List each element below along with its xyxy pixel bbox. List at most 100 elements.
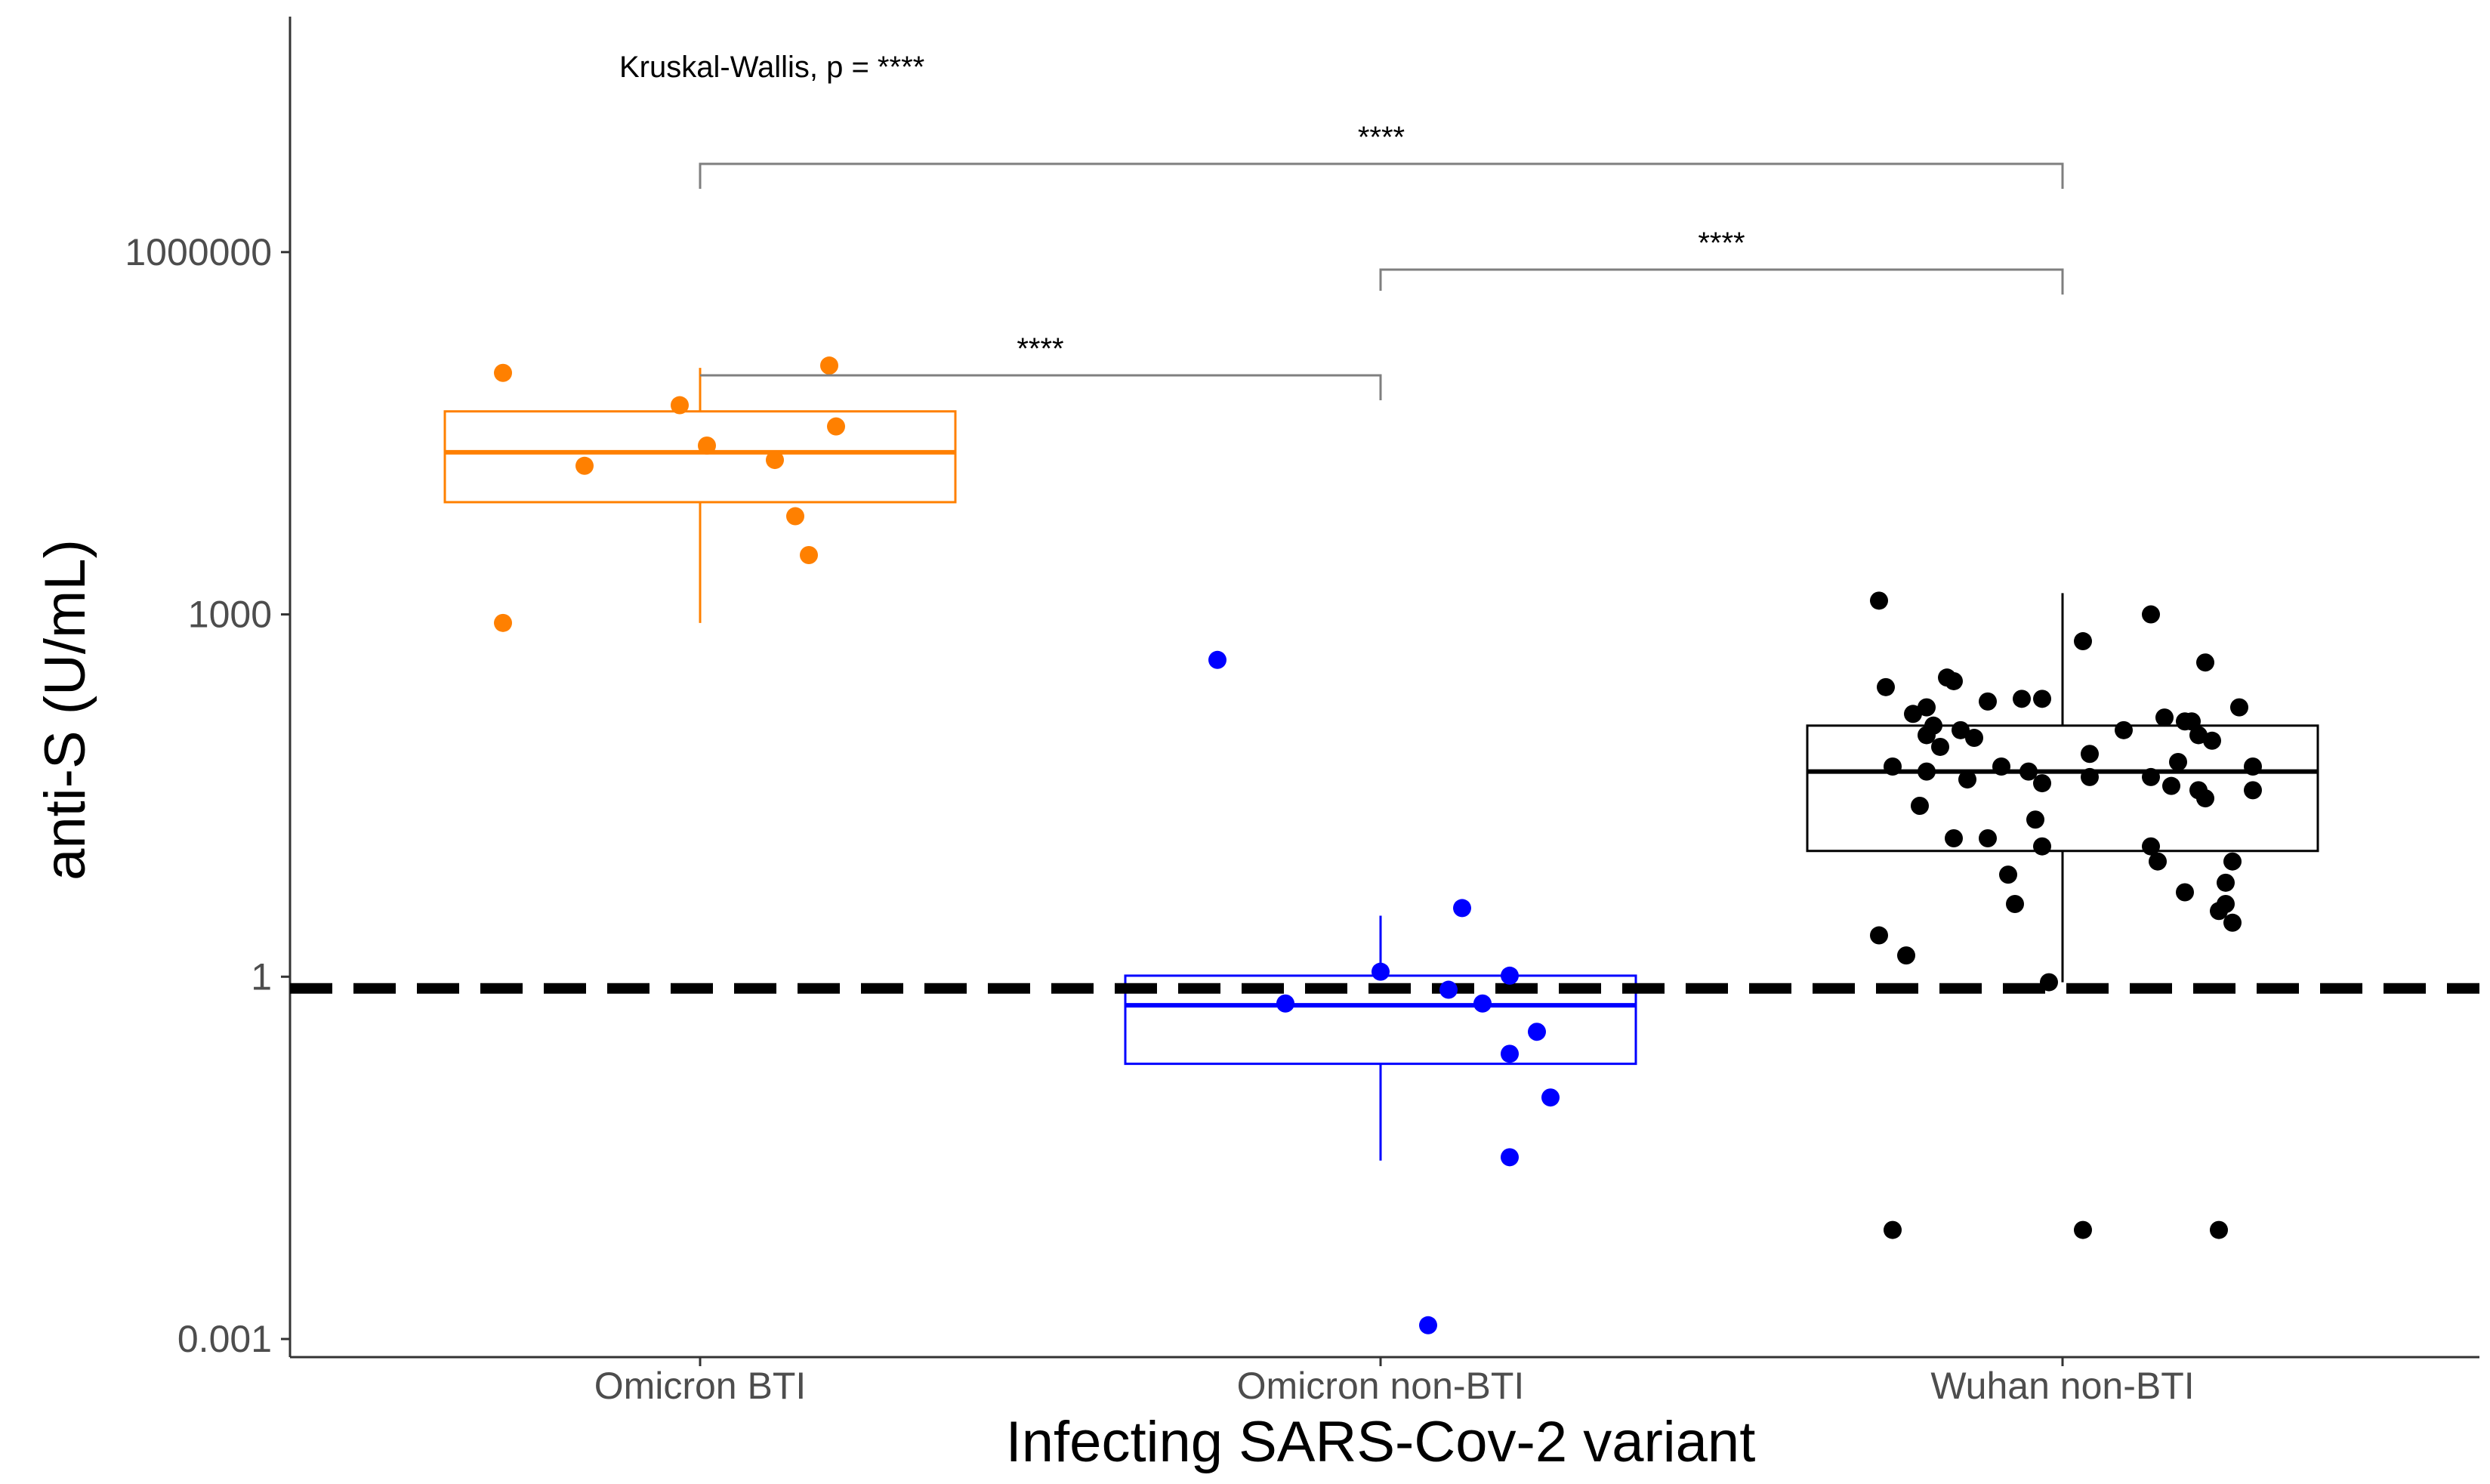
data-point	[1924, 716, 1942, 735]
data-point	[2244, 781, 2262, 800]
significance-label: ****	[1017, 332, 1063, 366]
significance-label: ****	[1698, 227, 1745, 260]
data-point	[1870, 926, 1888, 945]
data-point	[1501, 966, 1519, 985]
significance-label: ****	[1358, 121, 1405, 154]
data-point	[2006, 895, 2024, 914]
kruskal-wallis-annotation: Kruskal-Wallis, p = ****	[619, 51, 924, 84]
data-point	[2230, 698, 2248, 717]
data-point	[494, 613, 512, 632]
data-point	[2223, 852, 2242, 871]
data-point	[2223, 913, 2242, 932]
data-point	[1945, 829, 1963, 848]
data-point	[1884, 1220, 1902, 1239]
data-point	[2142, 605, 2160, 624]
data-point	[1897, 946, 1915, 965]
data-point	[1419, 1316, 1437, 1334]
data-point	[1439, 980, 1458, 999]
x-axis-ticks: Omicron BTI Omicron non-BTI Wuhan non-BTI	[594, 1357, 2195, 1407]
data-point	[2210, 1220, 2228, 1239]
data-point	[2155, 708, 2174, 727]
x-tick-label: Omicron non-BTI	[1237, 1365, 1525, 1407]
data-point	[2149, 852, 2167, 871]
data-point	[1999, 865, 2017, 884]
data-point	[2183, 712, 2201, 731]
data-point	[1501, 1148, 1519, 1167]
y-tick-label: 0.001	[177, 1318, 272, 1360]
data-point	[2081, 767, 2099, 786]
data-point	[786, 507, 804, 526]
data-point	[2081, 745, 2099, 764]
data-point	[494, 363, 512, 382]
data-point	[1372, 962, 1390, 981]
y-tick-label: 1000000	[125, 231, 272, 273]
data-point	[2176, 883, 2194, 902]
data-point	[671, 396, 689, 415]
plot-area: **** **** ****	[288, 17, 2479, 1359]
data-point	[1931, 737, 1949, 756]
data-point	[766, 451, 784, 470]
data-point	[2217, 873, 2235, 892]
data-point	[2196, 789, 2214, 808]
data-point	[2244, 757, 2262, 776]
x-axis-title: Infecting SARS-Cov-2 variant	[1006, 1410, 1756, 1474]
data-point	[2189, 726, 2208, 745]
data-point	[1979, 692, 1997, 711]
data-point	[1965, 729, 1983, 748]
data-point	[827, 417, 845, 436]
y-tick-label: 1	[251, 955, 272, 998]
data-point	[2074, 1220, 2092, 1239]
data-point	[2013, 690, 2031, 708]
data-point	[2162, 776, 2180, 795]
x-tick-label: Wuhan non-BTI	[1930, 1365, 2194, 1407]
x-tick-label: Omicron BTI	[594, 1365, 807, 1407]
data-point	[2196, 653, 2214, 672]
y-axis-ticks: 0.001 1 1000 1000000	[125, 231, 290, 1360]
data-point	[1952, 720, 1970, 739]
data-point	[1958, 770, 1976, 789]
data-point	[1276, 994, 1294, 1013]
data-point	[1911, 797, 1929, 816]
data-point	[1877, 677, 1895, 696]
data-point	[2115, 720, 2133, 739]
data-point	[2169, 752, 2187, 771]
data-point	[2074, 632, 2092, 651]
data-point	[1501, 1044, 1519, 1063]
data-point	[1918, 762, 1936, 781]
data-point	[2033, 837, 2051, 856]
data-point	[1979, 829, 1997, 848]
data-point	[1918, 698, 1936, 717]
data-point	[2203, 731, 2221, 750]
data-point	[1904, 705, 1922, 723]
data-point	[2142, 837, 2160, 856]
data-point	[2142, 767, 2160, 786]
box-iqr	[1806, 724, 2319, 853]
data-point	[698, 437, 716, 455]
data-point	[2019, 762, 2038, 781]
data-point	[2033, 690, 2051, 708]
data-point	[1945, 671, 1963, 690]
y-tick-label: 1000	[188, 594, 272, 636]
y-axis-title: anti-S (U/mL)	[33, 539, 97, 881]
significance-brackets: **** **** ****	[699, 121, 2064, 400]
points	[494, 356, 2262, 1334]
data-point	[1992, 757, 2010, 776]
data-point	[1208, 650, 1226, 669]
data-point	[1473, 994, 1492, 1013]
data-point	[2026, 810, 2044, 829]
data-point	[575, 456, 594, 475]
data-point	[2040, 973, 2058, 992]
significance-bracket	[700, 374, 1382, 400]
significance-bracket	[699, 162, 2064, 189]
box-iqr	[443, 410, 957, 504]
data-point	[820, 356, 838, 375]
data-point	[1884, 757, 1902, 776]
data-point	[2217, 895, 2235, 914]
data-point	[2033, 774, 2051, 793]
data-point	[1528, 1023, 1546, 1041]
significance-bracket	[1379, 268, 2064, 295]
data-point	[800, 545, 818, 564]
data-point	[1453, 899, 1471, 918]
data-point	[1541, 1088, 1560, 1107]
